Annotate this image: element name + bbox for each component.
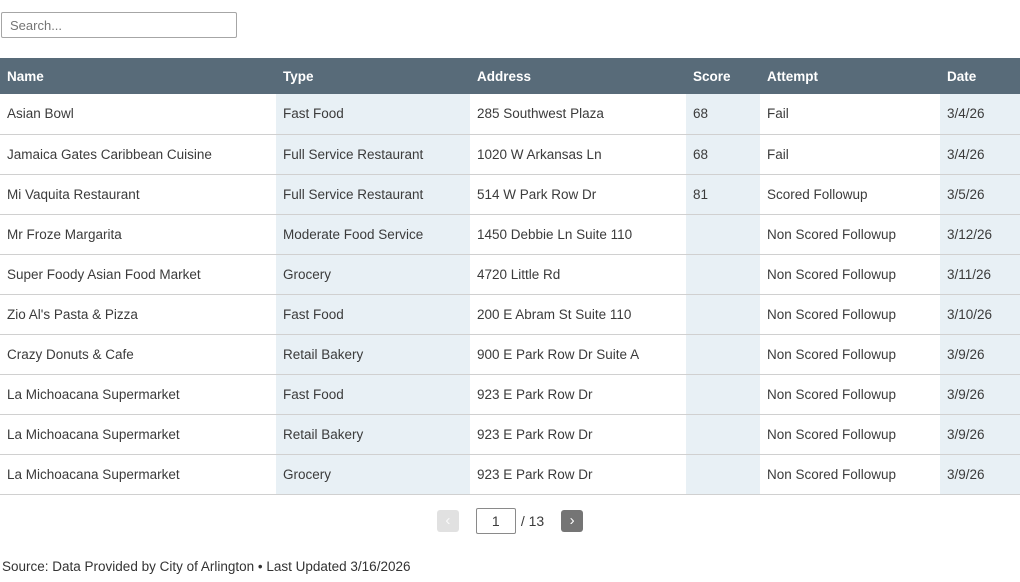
cell-score: 68: [686, 134, 760, 175]
cell-address: 514 W Park Row Dr: [470, 174, 686, 215]
table-header: Name Type Address Score Attempt Date: [0, 58, 1020, 94]
cell-attempt: Fail: [760, 134, 940, 175]
table-row: Mr Froze Margarita Moderate Food Service 1…: [0, 214, 1020, 255]
cell-date: 3/10/26: [940, 294, 1020, 335]
cell-score: [686, 294, 760, 335]
cell-attempt: Non Scored Followup: [760, 374, 940, 415]
cell-score: [686, 334, 760, 375]
cell-name: La Michoacana Supermarket: [0, 414, 276, 455]
cell-attempt: Non Scored Followup: [760, 454, 940, 495]
source-attribution: Source: Data Provided by City of Arlingt…: [2, 558, 411, 574]
cell-type: Grocery: [276, 454, 470, 495]
cell-type: Moderate Food Service: [276, 214, 470, 255]
cell-attempt: Fail: [760, 94, 940, 135]
cell-date: 3/9/26: [940, 414, 1020, 455]
cell-name: Jamaica Gates Caribbean Cuisine: [0, 134, 276, 175]
column-header-address: Address: [470, 58, 686, 94]
cell-date: 3/5/26: [940, 174, 1020, 215]
cell-address: 4720 Little Rd: [470, 254, 686, 295]
cell-type: Full Service Restaurant: [276, 134, 470, 175]
cell-attempt: Non Scored Followup: [760, 214, 940, 255]
cell-address: 200 E Abram St Suite 110: [470, 294, 686, 335]
cell-date: 3/9/26: [940, 334, 1020, 375]
column-header-attempt: Attempt: [760, 58, 940, 94]
cell-attempt: Scored Followup: [760, 174, 940, 215]
column-header-score: Score: [686, 58, 760, 94]
cell-score: [686, 374, 760, 415]
cell-name: Asian Bowl: [0, 94, 276, 135]
column-header-type: Type: [276, 58, 470, 94]
cell-date: 3/9/26: [940, 374, 1020, 415]
cell-address: 900 E Park Row Dr Suite A: [470, 334, 686, 375]
cell-attempt: Non Scored Followup: [760, 334, 940, 375]
column-header-date: Date: [940, 58, 1020, 94]
cell-type: Retail Bakery: [276, 414, 470, 455]
table-row: Mi Vaquita Restaurant Full Service Restau…: [0, 174, 1020, 215]
cell-attempt: Non Scored Followup: [760, 414, 940, 455]
cell-address: 1020 W Arkansas Ln: [470, 134, 686, 175]
table-row: Crazy Donuts & Cafe Retail Bakery 900 E Pa…: [0, 334, 1020, 375]
table-row: La Michoacana Supermarket Fast Food 923 E …: [0, 374, 1020, 415]
cell-attempt: Non Scored Followup: [760, 294, 940, 335]
cell-score: [686, 214, 760, 255]
cell-name: Zio Al's Pasta & Pizza: [0, 294, 276, 335]
cell-date: 3/4/26: [940, 134, 1020, 175]
table-row: Zio Al's Pasta & Pizza Fast Food 200 E Abr…: [0, 294, 1020, 335]
cell-type: Fast Food: [276, 94, 470, 135]
cell-type: Retail Bakery: [276, 334, 470, 375]
search-bar: [0, 0, 1020, 58]
cell-date: 3/4/26: [940, 94, 1020, 135]
cell-attempt: Non Scored Followup: [760, 254, 940, 295]
total-pages-label: / 13: [520, 512, 545, 529]
cell-address: 285 Southwest Plaza: [470, 94, 686, 135]
cell-date: 3/9/26: [940, 454, 1020, 495]
cell-type: Fast Food: [276, 294, 470, 335]
table-row: La Michoacana Supermarket Grocery 923 E Pa…: [0, 454, 1020, 495]
inspections-table: Name Type Address Score Attempt Date Asian Bo…: [0, 58, 1020, 495]
cell-name: La Michoacana Supermarket: [0, 454, 276, 495]
cell-name: Mi Vaquita Restaurant: [0, 174, 276, 215]
cell-type: Fast Food: [276, 374, 470, 415]
cell-score: 81: [686, 174, 760, 215]
cell-name: Mr Froze Margarita: [0, 214, 276, 255]
cell-date: 3/11/26: [940, 254, 1020, 295]
cell-score: [686, 254, 760, 295]
search-input[interactable]: [1, 12, 237, 38]
column-header-name: Name: [0, 58, 276, 94]
pagination: ‹ / 13 ›: [0, 507, 1020, 534]
cell-score: [686, 454, 760, 495]
previous-page-button[interactable]: ‹: [436, 509, 459, 532]
cell-date: 3/12/26: [940, 214, 1020, 255]
cell-name: Super Foody Asian Food Market: [0, 254, 276, 295]
cell-address: 923 E Park Row Dr: [470, 454, 686, 495]
table-row: Asian Bowl Fast Food 285 Southwest Plaza 68…: [0, 94, 1020, 135]
table-row: Jamaica Gates Caribbean Cuisine Full Serv…: [0, 134, 1020, 175]
cell-address: 923 E Park Row Dr: [470, 374, 686, 415]
cell-type: Full Service Restaurant: [276, 174, 470, 215]
table-row: Super Foody Asian Food Market Grocery 4720…: [0, 254, 1020, 295]
cell-address: 1450 Debbie Ln Suite 110: [470, 214, 686, 255]
next-page-button[interactable]: ›: [561, 509, 584, 532]
table-row: La Michoacana Supermarket Retail Bakery 92…: [0, 414, 1020, 455]
cell-name: La Michoacana Supermarket: [0, 374, 276, 415]
cell-name: Crazy Donuts & Cafe: [0, 334, 276, 375]
cell-type: Grocery: [276, 254, 470, 295]
cell-score: [686, 414, 760, 455]
cell-score: 68: [686, 94, 760, 135]
page-number-input[interactable]: [475, 507, 516, 534]
cell-address: 923 E Park Row Dr: [470, 414, 686, 455]
